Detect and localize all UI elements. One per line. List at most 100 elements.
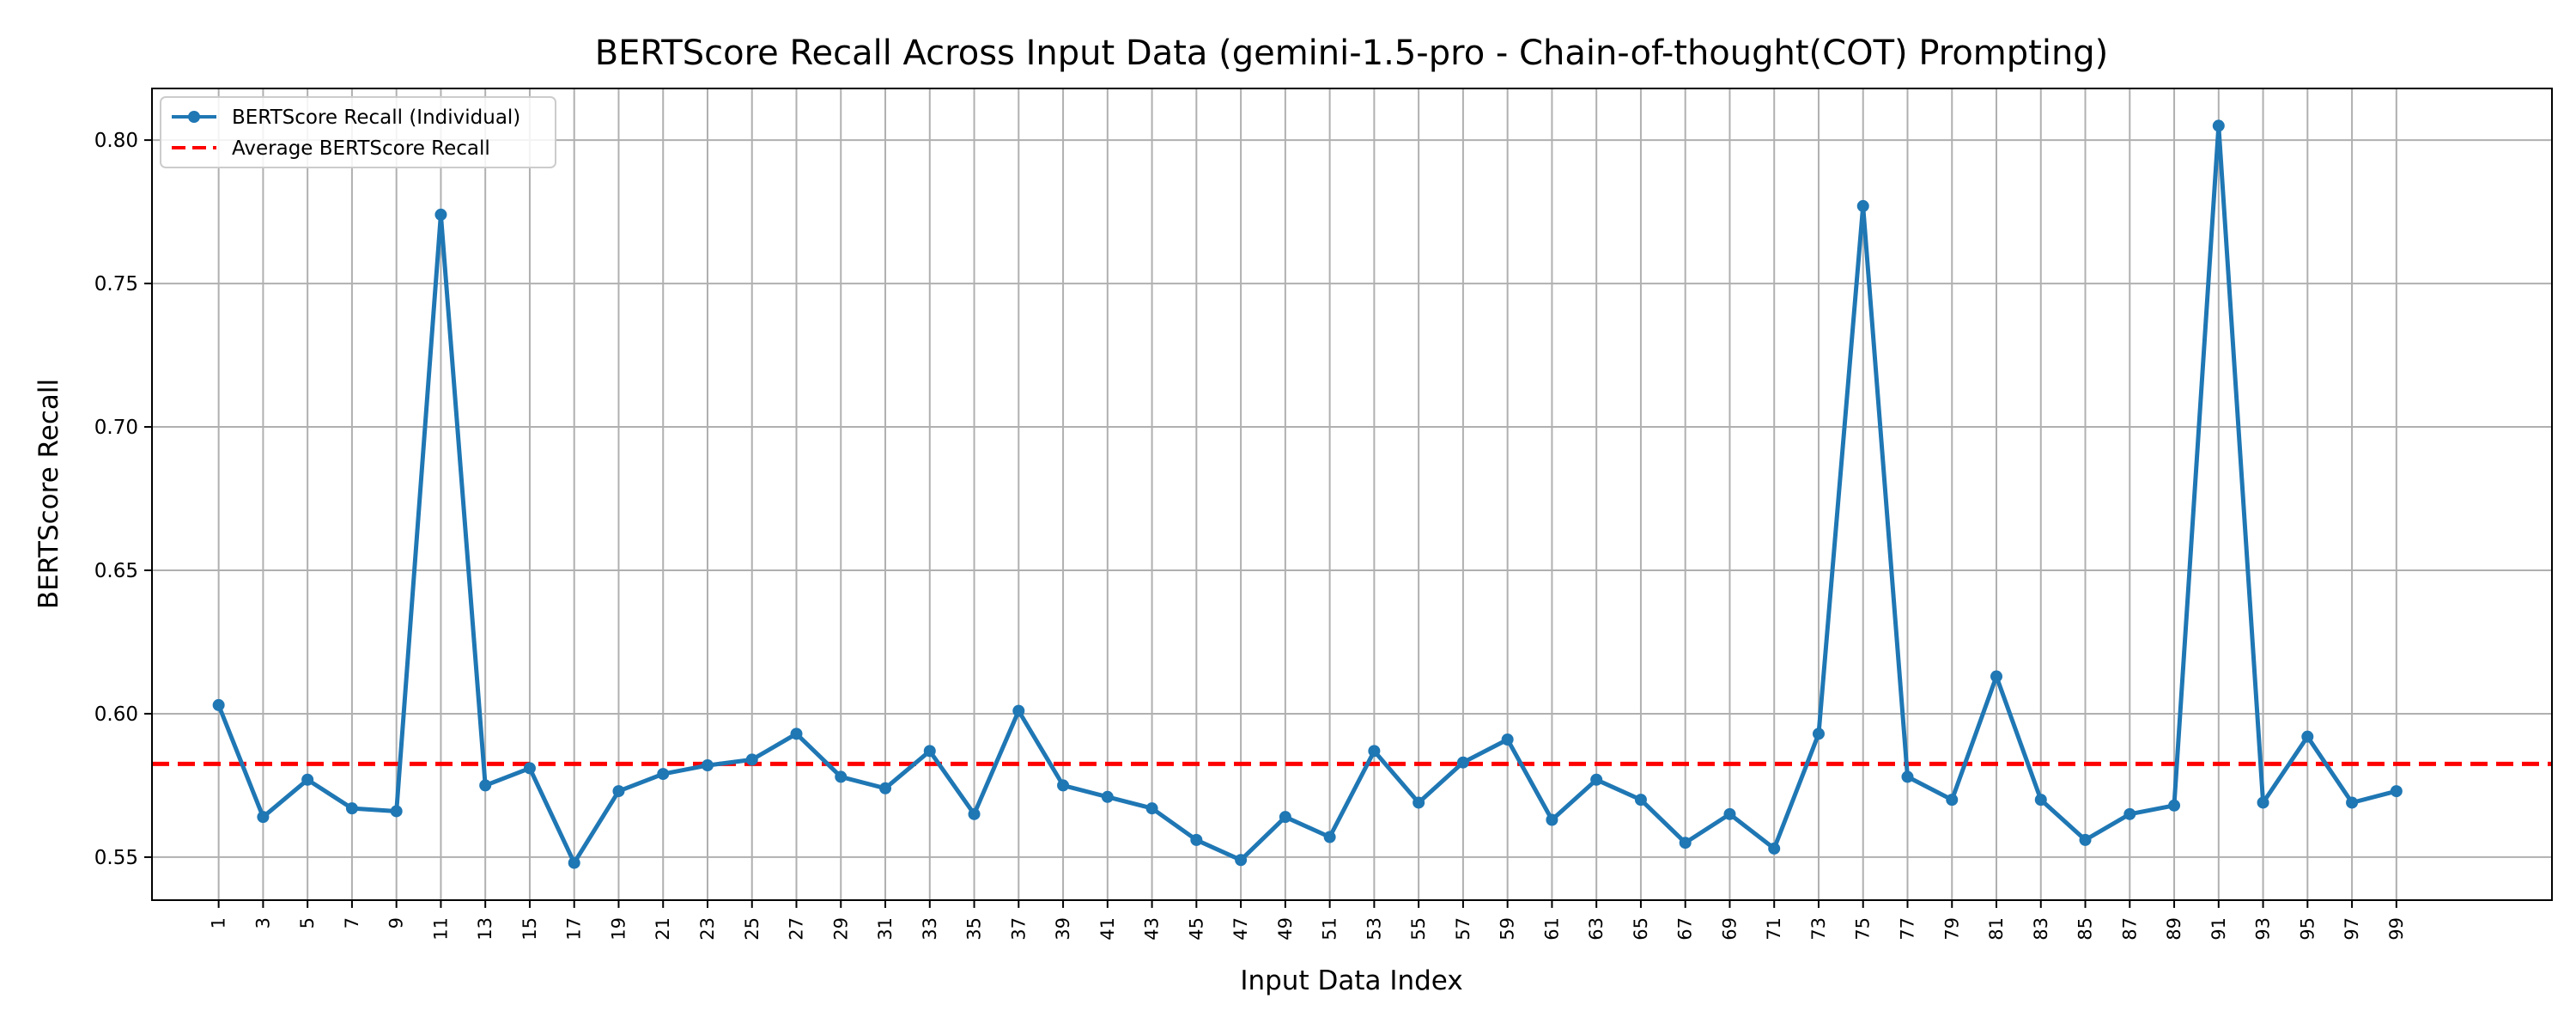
data-point: [2168, 799, 2181, 812]
grid: [152, 88, 2552, 900]
x-tick-label: 27: [787, 917, 807, 941]
x-tick-label: 43: [1142, 917, 1163, 941]
legend-label-individual: BERTScore Recall (Individual): [232, 107, 520, 129]
x-tick-label: 63: [1586, 917, 1607, 941]
x-axis-label: Input Data Index: [1240, 965, 1462, 996]
data-point: [1634, 794, 1647, 807]
data-point: [790, 728, 803, 740]
x-tick-label: 95: [2297, 917, 2318, 941]
y-tick-label: 0.60: [94, 703, 138, 726]
data-point: [1856, 199, 1869, 212]
x-tick-label: 11: [430, 917, 451, 941]
x-tick-label: 83: [2031, 917, 2051, 941]
data-point: [968, 807, 981, 820]
x-tick-label: 21: [653, 917, 673, 941]
x-tick-label: 65: [1631, 917, 1651, 941]
data-point: [2034, 794, 2047, 807]
x-tick-label: 93: [2253, 917, 2274, 941]
series-layer: [212, 119, 2403, 869]
data-point: [345, 802, 358, 815]
y-axis-ticks: 0.55 0.60 0.65 0.70 0.75 0.80: [94, 130, 152, 869]
data-point: [2123, 807, 2136, 820]
data-point: [612, 785, 625, 798]
x-tick-label: 77: [1897, 917, 1917, 941]
data-point: [568, 856, 580, 869]
x-tick-label: 55: [1408, 917, 1429, 941]
legend-label-average: Average BERTScore Recall: [232, 137, 490, 160]
data-point: [2257, 796, 2269, 809]
x-tick-label: 9: [386, 917, 407, 928]
y-tick-label: 0.55: [94, 847, 138, 869]
data-point: [1235, 854, 1248, 867]
x-tick-label: 51: [1320, 917, 1340, 941]
data-point: [1057, 779, 1070, 792]
legend-box: [160, 96, 556, 168]
x-tick-label: 7: [342, 917, 362, 928]
x-tick-label: 1: [209, 917, 229, 928]
x-axis-ticks: 1 3 5 7 9 11 13 15 17 19 21 23 25 27 29 31 33 35 37 39 41 43 4…: [209, 900, 2407, 941]
x-tick-label: 23: [697, 917, 718, 941]
data-point: [1501, 734, 1514, 746]
x-tick-label: 41: [1097, 917, 1118, 941]
x-tick-label: 91: [2208, 917, 2229, 941]
x-tick-label: 37: [1008, 917, 1029, 941]
data-point: [1812, 728, 1825, 740]
x-tick-label: 29: [830, 917, 851, 941]
x-tick-label: 35: [964, 917, 985, 941]
data-point: [1456, 756, 1469, 769]
data-point: [2079, 833, 2092, 846]
x-tick-label: 59: [1498, 917, 1518, 941]
data-point: [1368, 745, 1381, 758]
data-point: [301, 773, 314, 786]
y-tick-label: 0.80: [94, 130, 138, 152]
x-tick-label: 49: [1275, 917, 1296, 941]
data-point: [1679, 837, 1692, 849]
x-tick-label: 53: [1364, 917, 1384, 941]
data-point: [657, 768, 670, 781]
data-point: [1413, 796, 1425, 809]
legend-marker-individual: [188, 111, 200, 123]
plot-frame: [151, 88, 2553, 901]
data-point: [2212, 119, 2225, 132]
x-tick-label: 5: [297, 917, 318, 928]
x-tick-label: 3: [252, 917, 273, 928]
x-tick-label: 71: [1764, 917, 1784, 941]
x-tick-label: 67: [1675, 917, 1696, 941]
data-point: [523, 762, 536, 775]
x-tick-label: 39: [1053, 917, 1073, 941]
x-tick-label: 17: [564, 917, 585, 941]
data-point: [1768, 842, 1781, 855]
x-tick-label: 79: [1941, 917, 1962, 941]
x-tick-label: 81: [1986, 917, 2007, 941]
data-point: [1990, 670, 2003, 683]
data-point: [257, 811, 270, 824]
x-tick-label: 13: [475, 917, 495, 941]
data-point: [1723, 807, 1736, 820]
data-point: [2390, 785, 2403, 798]
data-point: [745, 753, 758, 766]
chart-title: BERTScore Recall Across Input Data (gemi…: [595, 33, 2109, 73]
data-point: [1946, 794, 1959, 807]
y-tick-label: 0.70: [94, 417, 138, 439]
data-point: [1901, 770, 1914, 783]
data-point: [1101, 790, 1114, 803]
y-tick-label: 0.65: [94, 560, 138, 582]
x-tick-label: 87: [2119, 917, 2140, 941]
y-axis-label: BERTScore Recall: [33, 379, 64, 609]
data-point: [1190, 833, 1203, 846]
x-tick-label: 57: [1453, 917, 1473, 941]
data-point: [923, 745, 936, 758]
x-tick-label: 89: [2164, 917, 2184, 941]
x-tick-label: 99: [2386, 917, 2407, 941]
x-tick-label: 61: [1541, 917, 1562, 941]
x-tick-label: 15: [519, 917, 540, 941]
x-tick-label: 19: [608, 917, 629, 941]
x-tick-label: 97: [2342, 917, 2362, 941]
legend: BERTScore Recall (Individual) Average BE…: [160, 96, 556, 168]
data-point: [1546, 813, 1558, 826]
data-point: [1590, 773, 1603, 786]
data-point: [212, 698, 225, 711]
data-point: [1279, 811, 1291, 824]
